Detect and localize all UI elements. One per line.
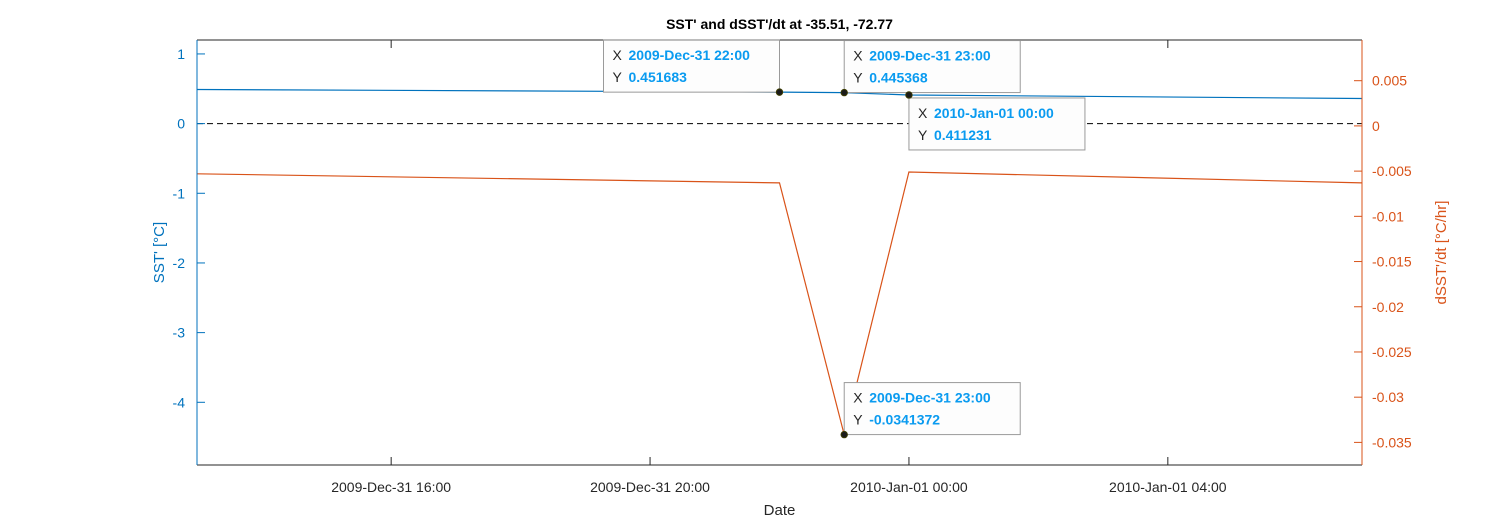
y-right-tick-label: 0.005 [1372, 73, 1407, 89]
datatip-x-value: 2009-Dec-31 23:00 [869, 48, 991, 64]
datatip[interactable]: X 2009-Dec-31 22:00 Y 0.451683 [603, 39, 784, 96]
datatip-x-key: X [853, 48, 863, 64]
y-left-axis-label: SST' [°C] [151, 222, 168, 283]
datatip-x-value: 2009-Dec-31 23:00 [869, 390, 991, 406]
x-axis-label: Date [764, 502, 796, 519]
datatip-y-key: Y [613, 69, 623, 85]
y-left-tick-label: 0 [177, 116, 185, 132]
sst-tendency-line [196, 171, 1363, 435]
y-left-tick-label: -4 [173, 394, 186, 410]
y-left-tick-label: -2 [173, 255, 186, 271]
datatip-y-value: 0.445368 [869, 70, 928, 86]
datatip-x-key: X [853, 390, 863, 406]
x-tick-label: 2010-Jan-01 04:00 [1109, 479, 1227, 495]
datatip-x-key: X [918, 105, 928, 121]
datatip-marker[interactable] [840, 88, 848, 97]
datatip-box [603, 39, 780, 93]
y-right-tick-label: -0.03 [1372, 389, 1404, 405]
chart-title: SST' and dSST'/dt at -35.51, -72.77 [666, 16, 893, 32]
datatip[interactable]: X 2010-Jan-01 00:00 Y 0.411231 [905, 91, 1086, 151]
datatip-box [843, 40, 1021, 94]
x-tick-label: 2009-Dec-31 16:00 [331, 479, 451, 495]
y-right-tick-label: -0.02 [1372, 299, 1404, 315]
datatip-x-key: X [613, 47, 623, 63]
datatip-x-value: 2009-Dec-31 22:00 [629, 47, 751, 63]
y-right-tick-label: -0.005 [1372, 163, 1412, 179]
datatip[interactable]: X 2009-Dec-31 23:00 Y 0.445368 [840, 40, 1021, 97]
y-right-tick-label: 0 [1372, 118, 1380, 134]
datatip-box [908, 97, 1086, 151]
datatip-x-value: 2010-Jan-01 00:00 [934, 105, 1054, 121]
datatip-y-value: 0.411231 [934, 127, 992, 143]
datatip-y-key: Y [853, 70, 863, 86]
datatip-marker[interactable] [775, 88, 784, 96]
y-right-tick-label: -0.025 [1372, 344, 1412, 360]
y-right-tick-label: -0.01 [1372, 208, 1404, 224]
y-right-tick-label: -0.035 [1372, 434, 1412, 450]
y-right-tick-label: -0.015 [1372, 254, 1412, 270]
datatip-box [843, 382, 1021, 436]
datatip[interactable]: X 2009-Dec-31 23:00 Y -0.0341372 [840, 382, 1021, 439]
datatip-marker[interactable] [840, 430, 848, 439]
y-right-axis-label: dSST'/dt [°C/hr] [1433, 201, 1450, 305]
y-left-tick-label: 1 [177, 46, 185, 62]
datatip-y-key: Y [918, 127, 928, 143]
x-tick-label: 2010-Jan-01 00:00 [850, 479, 968, 495]
datatip-y-key: Y [853, 412, 863, 428]
y-left-tick-label: -1 [173, 185, 186, 201]
x-tick-label: 2009-Dec-31 20:00 [590, 479, 710, 495]
y-left-tick-label: -3 [173, 325, 186, 341]
datatip-y-value: 0.451683 [629, 69, 688, 85]
datatip-marker[interactable] [905, 91, 913, 99]
datatip-y-value: -0.0341372 [869, 412, 940, 428]
